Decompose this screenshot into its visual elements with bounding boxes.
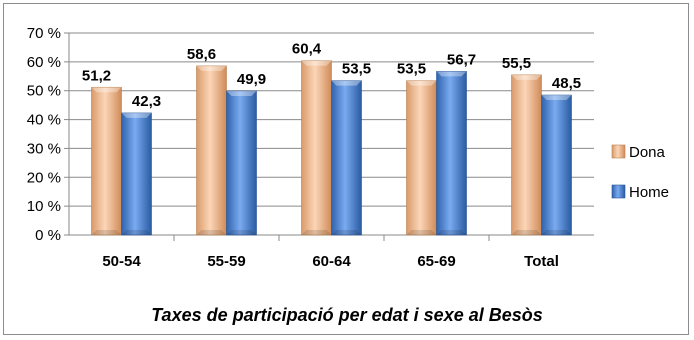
bar-bevel <box>226 230 257 235</box>
bar-home <box>226 90 257 236</box>
data-label-dona: 60,4 <box>292 41 322 58</box>
y-tick-label: 10 % <box>27 198 61 215</box>
data-label-dona: 55,5 <box>502 55 531 72</box>
bar-dona <box>301 60 332 236</box>
bar-dona <box>91 86 122 236</box>
x-category-label: 55-59 <box>207 253 245 270</box>
bar-bevel <box>331 230 362 235</box>
data-label-home: 56,7 <box>447 51 476 68</box>
bar-bevel <box>301 60 332 66</box>
data-label-home: 49,9 <box>237 71 266 88</box>
bar-bevel <box>121 230 152 235</box>
x-category-label: Total <box>524 253 559 270</box>
bar-home <box>541 94 572 236</box>
legend-swatch-dona <box>611 144 626 159</box>
bar-bevel <box>196 230 227 235</box>
data-labels: 51,2 42,3 58,6 49,9 60,4 53,5 53,5 56,7 55,5 48,5 <box>82 41 581 110</box>
bar-bevel <box>91 230 122 235</box>
y-tick-label: 20 % <box>27 169 61 186</box>
bar-bevel <box>436 230 467 235</box>
y-tick-label: 60 % <box>27 54 61 71</box>
bar-bevel <box>121 112 152 118</box>
data-label-home: 48,5 <box>552 75 581 92</box>
bar-bevel <box>226 91 257 97</box>
bar-bevel <box>301 230 332 235</box>
data-label-home: 42,3 <box>132 93 161 110</box>
bar-home <box>436 71 467 236</box>
data-label-dona: 51,2 <box>82 67 111 84</box>
data-label-dona: 53,5 <box>397 61 426 78</box>
bar-bevel <box>406 80 437 86</box>
axes: 0 % 10 % 20 % 30 % 40 % 50 % 60 % 70 % 50-54 55-5… <box>27 25 594 270</box>
y-tick-label: 70 % <box>27 25 61 42</box>
data-label-home: 53,5 <box>342 61 371 78</box>
legend-label-home: Home <box>629 184 669 201</box>
legend-label-dona: Dona <box>629 144 666 161</box>
bar-home <box>121 112 152 236</box>
bar-bevel <box>511 74 542 80</box>
bars <box>91 60 572 236</box>
bar-bevel <box>91 87 122 93</box>
bar-bevel <box>331 80 362 86</box>
bar-dona <box>196 65 227 236</box>
x-category-label: 60-64 <box>312 253 351 270</box>
x-category-label: 50-54 <box>102 253 141 270</box>
y-tick-label: 0 % <box>35 227 61 244</box>
x-category-label: 65-69 <box>417 253 455 270</box>
bar-bevel <box>541 230 572 235</box>
y-tick-label: 50 % <box>27 83 61 100</box>
bar-bevel <box>511 230 542 235</box>
y-tick-label: 40 % <box>27 112 61 129</box>
bar-bevel <box>436 71 467 77</box>
legend: Dona Home <box>611 144 669 201</box>
legend-swatch-home <box>611 184 626 199</box>
bar-home <box>331 80 362 236</box>
data-label-dona: 58,6 <box>187 46 216 63</box>
bar-dona <box>511 74 542 236</box>
y-tick-label: 30 % <box>27 140 61 157</box>
bar-bevel <box>541 95 572 101</box>
chart-title: Taxes de participació per edat i sexe al… <box>151 305 543 325</box>
bar-bevel <box>406 230 437 235</box>
bar-dona <box>406 80 437 236</box>
bar-bevel <box>196 65 227 71</box>
